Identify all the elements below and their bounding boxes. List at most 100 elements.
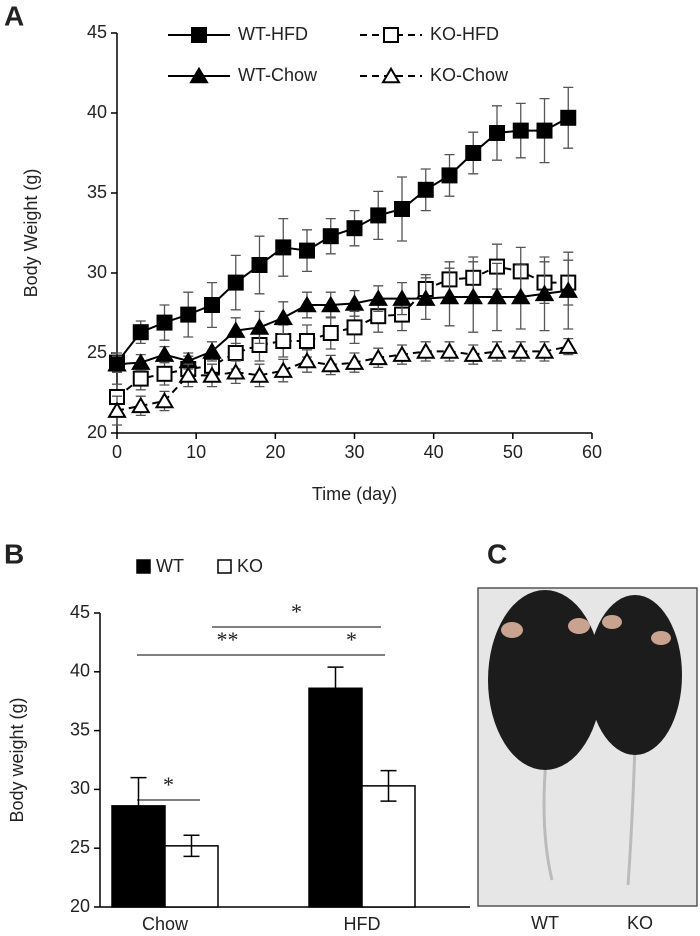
marker	[275, 239, 292, 256]
y-tick-label: 20	[70, 896, 90, 916]
bar	[308, 687, 363, 908]
marker	[463, 345, 483, 362]
panel-label: A	[4, 0, 24, 31]
y-tick-label: 45	[87, 22, 107, 42]
panel-label: B	[4, 538, 24, 569]
marker	[249, 318, 270, 335]
marker	[299, 242, 315, 259]
y-tick-label: 40	[87, 102, 107, 122]
significance-label: *	[163, 772, 174, 797]
marker	[227, 274, 244, 291]
marker	[344, 294, 365, 311]
marker	[156, 365, 173, 382]
marker	[512, 122, 529, 139]
marker	[273, 308, 293, 326]
bar	[164, 845, 219, 908]
marker	[441, 167, 458, 184]
y-tick-label: 40	[70, 661, 90, 681]
mouse-ko	[588, 595, 682, 755]
ear	[568, 618, 590, 634]
x-tick-label: 30	[344, 442, 364, 462]
legend-swatch	[217, 559, 232, 574]
error-bar	[327, 666, 344, 711]
error-bar	[130, 776, 147, 835]
error-bar	[380, 769, 397, 802]
marker	[107, 401, 127, 418]
y-axis-title: Body weight (g)	[7, 697, 27, 822]
marker	[534, 342, 555, 359]
marker	[558, 337, 578, 354]
y-tick-label: 30	[87, 262, 107, 282]
marker	[107, 354, 127, 372]
legend-label: WT-HFD	[238, 24, 308, 44]
marker	[392, 289, 412, 306]
photo-label: KO	[627, 913, 653, 933]
marker	[249, 366, 270, 383]
marker	[321, 295, 341, 313]
marker	[273, 361, 293, 378]
mouse-wt	[488, 590, 602, 770]
legend-label: WT	[156, 556, 184, 576]
significance-label: *	[291, 599, 302, 624]
marker	[487, 342, 507, 359]
ear	[501, 622, 523, 638]
x-tick-label: 40	[424, 442, 444, 462]
marker	[370, 207, 387, 224]
marker	[275, 333, 292, 349]
x-tick-label: Chow	[142, 914, 189, 934]
marker	[154, 391, 175, 409]
x-tick-label: 20	[265, 442, 285, 462]
marker	[131, 353, 151, 370]
marker	[321, 355, 341, 373]
legend-label: KO-HFD	[430, 24, 499, 44]
marker	[511, 342, 531, 359]
marker	[299, 333, 315, 349]
y-tick-label: 35	[70, 719, 90, 739]
photo-label: WT	[531, 913, 559, 933]
marker	[368, 289, 388, 306]
marker	[487, 287, 507, 305]
marker	[297, 351, 317, 369]
x-tick-label: HFD	[344, 914, 381, 934]
marker	[204, 297, 220, 313]
marker	[227, 345, 244, 361]
significance-label: *	[346, 627, 357, 652]
legend-label: KO-Chow	[430, 65, 509, 85]
marker	[536, 122, 553, 139]
marker	[439, 287, 460, 305]
marker	[392, 345, 412, 362]
tail	[626, 744, 637, 886]
marker	[202, 342, 222, 359]
y-tick-label: 20	[87, 422, 107, 442]
marker	[417, 181, 434, 198]
x-tick-label: 50	[503, 442, 523, 462]
legend-label: WT-Chow	[238, 65, 318, 85]
marker	[226, 321, 246, 338]
legend-swatch	[136, 559, 151, 574]
marker	[368, 348, 388, 366]
y-tick-label: 35	[87, 182, 107, 202]
marker	[381, 66, 401, 84]
marker	[189, 66, 209, 84]
marker	[154, 345, 175, 362]
marker	[439, 342, 460, 359]
y-axis-title: Body Weight (g)	[21, 169, 41, 298]
marker	[463, 287, 483, 305]
marker	[534, 284, 555, 302]
marker	[322, 325, 339, 341]
marker	[394, 201, 410, 217]
marker	[511, 287, 531, 305]
significance-label: **	[217, 627, 239, 652]
marker	[132, 370, 149, 387]
tail	[542, 759, 554, 881]
x-tick-label: 60	[582, 442, 602, 462]
marker	[416, 289, 436, 306]
marker	[180, 306, 197, 323]
panel-label: C	[487, 538, 507, 569]
legend-label: KO	[237, 556, 263, 576]
marker	[131, 396, 151, 414]
marker	[297, 295, 317, 313]
bar	[361, 785, 416, 908]
marker	[251, 257, 268, 273]
marker	[178, 366, 198, 383]
